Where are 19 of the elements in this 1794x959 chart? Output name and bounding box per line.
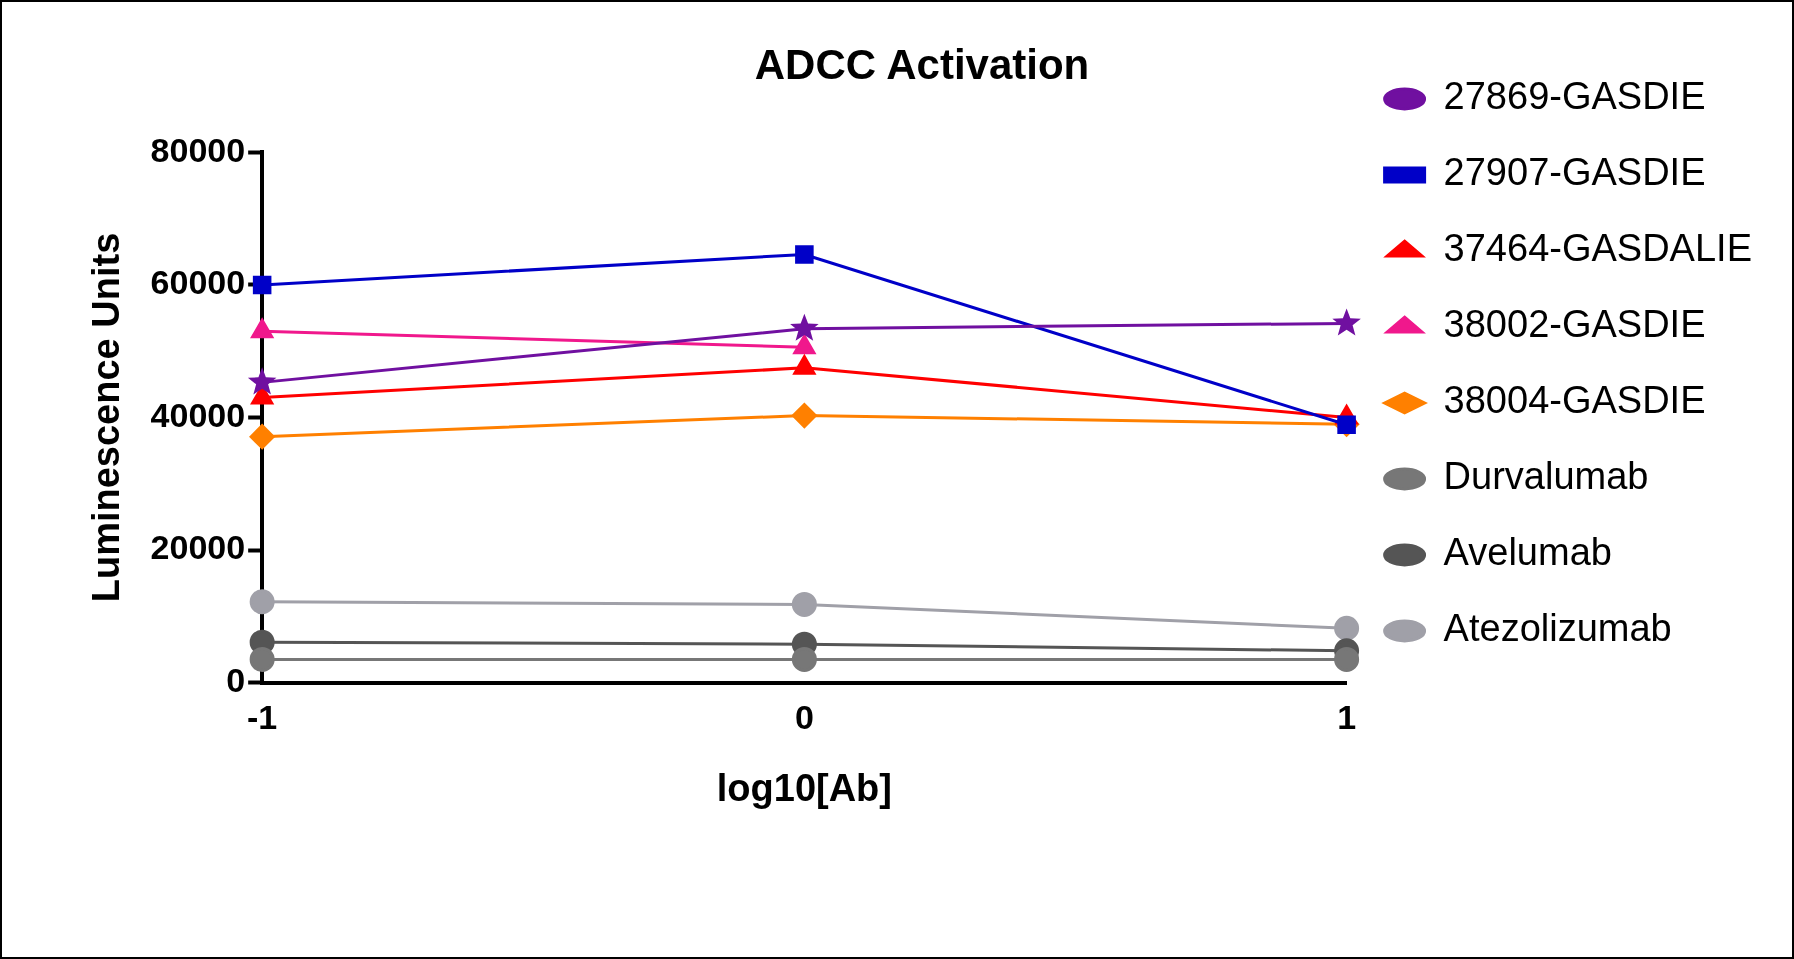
chart-title: ADCC Activation — [754, 40, 1090, 88]
x-axis-title: log10[Ab] — [716, 766, 892, 809]
y-tick-label: 20000 — [150, 528, 246, 567]
x-tick-label: 1 — [1337, 698, 1357, 737]
y-tick-label: 80000 — [150, 130, 246, 169]
x-tick-label: 0 — [794, 698, 814, 737]
y-tick-label: 60000 — [150, 263, 246, 302]
y-tick-label: 0 — [226, 660, 246, 699]
x-tick-label: -1 — [247, 698, 278, 737]
legend-label: Avelumab — [1443, 531, 1612, 574]
y-axis-title: Luminescence Units — [85, 232, 128, 603]
legend-label: 38002-GASDIE — [1443, 303, 1706, 346]
legend-label: 38004-GASDIE — [1443, 379, 1706, 422]
legend-label: Durvalumab — [1443, 455, 1649, 498]
legend-label: 27869-GASDIE — [1443, 75, 1706, 118]
y-tick-label: 40000 — [150, 395, 246, 434]
legend-label: 37464-GASDALIE — [1443, 227, 1753, 270]
legend-label: Atezolizumab — [1443, 607, 1672, 650]
legend-label: 27907-GASDIE — [1443, 151, 1706, 194]
